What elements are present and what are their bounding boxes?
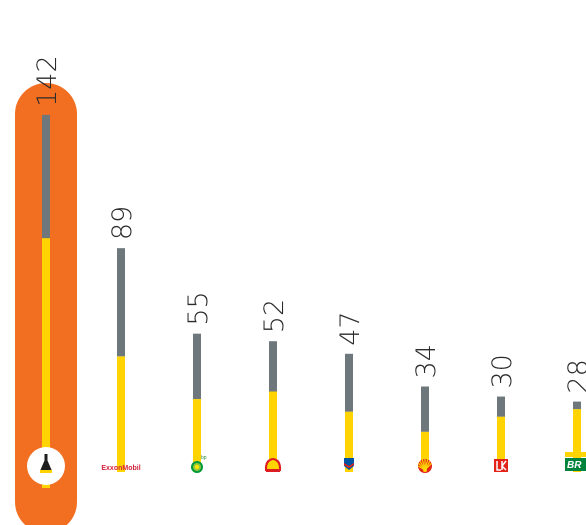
company-logos-layer: ExxonMobil bp BR [27, 447, 586, 485]
bar-upper-exxonmobil [117, 248, 125, 357]
exxonmobil-logo: ExxonMobil [101, 465, 140, 472]
cnpc-logo-icon [417, 459, 432, 473]
bar-upper-petrobras [573, 401, 581, 410]
value-label-exxonmobil: 89 [107, 206, 138, 240]
value-label-cnpc: 34 [411, 344, 442, 378]
bar-upper-lukoil [497, 396, 505, 417]
value-label-shell: 52 [259, 299, 290, 333]
bar-lower-lukoil [497, 416, 505, 472]
value-labels-layer: 142 89 55 52 47 34 30 28 [32, 55, 586, 393]
petrobras-logo-text: BR [567, 460, 582, 471]
value-label-bp: 55 [183, 291, 214, 325]
lukoil-logo-icon [494, 459, 508, 472]
bar-lower-cnpc [421, 431, 429, 472]
bar-upper-shell [269, 341, 277, 392]
bar-upper-bp [193, 333, 201, 400]
bar-lower-exxonmobil [117, 356, 125, 472]
bar-lower-bp [193, 399, 201, 472]
petrobras-logo-icon [565, 452, 586, 471]
bar-upper-rosneft [42, 114, 50, 239]
rosneft-logo-icon [40, 454, 52, 473]
bar-upper-chevron [345, 353, 353, 412]
value-label-rosneft: 142 [32, 55, 63, 107]
value-label-lukoil: 30 [487, 354, 518, 388]
bar-upper-cnpc [421, 386, 429, 432]
shell-logo-icon [264, 458, 282, 472]
bar-lower-petrobras [573, 409, 581, 472]
bp-logo-icon [191, 461, 203, 473]
bar-lower-chevron [345, 411, 353, 472]
bar-lower-shell [269, 391, 277, 472]
value-label-petrobras: 28 [563, 359, 586, 393]
value-label-chevron: 47 [335, 311, 366, 345]
bars-layer [15, 83, 581, 525]
chevron-logo-icon [344, 458, 354, 470]
bp-logo-text: bp [201, 455, 207, 461]
bar-lower-rosneft [42, 238, 50, 472]
